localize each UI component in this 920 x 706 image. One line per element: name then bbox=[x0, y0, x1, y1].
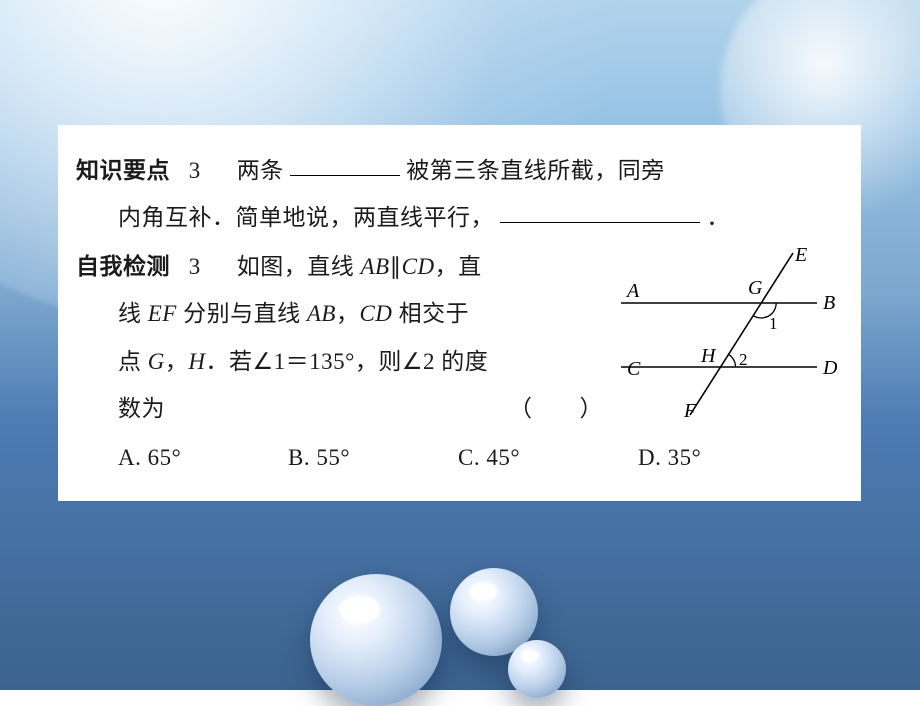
option-row: A. 65° B. 55° C. 45° D. 35° bbox=[76, 434, 837, 481]
knowledge-text-1: 两条 bbox=[237, 158, 284, 183]
selftest-shuwei: 数为 bbox=[118, 385, 509, 432]
svg-text:2: 2 bbox=[739, 350, 748, 369]
knowledge-text-4: ． bbox=[707, 205, 731, 230]
decorative-sphere bbox=[310, 574, 442, 706]
answer-parentheses[interactable]: （ ） bbox=[509, 385, 611, 432]
svg-text:G: G bbox=[748, 277, 763, 299]
fill-blank-2[interactable] bbox=[500, 200, 700, 223]
selftest-line-1: 如图，直线 AB∥CD，直 bbox=[237, 254, 482, 279]
decorative-sphere bbox=[508, 640, 566, 698]
selftest-line-4: 数为 （ ） bbox=[76, 385, 611, 432]
svg-text:1: 1 bbox=[769, 314, 778, 333]
content-card: 知识要点 3 两条 被第三条直线所截，同旁 内角互补．简单地说，两直线平行， ．… bbox=[58, 125, 861, 501]
knowledge-number: 3 bbox=[189, 158, 201, 183]
svg-text:C: C bbox=[627, 358, 641, 380]
knowledge-label: 知识要点 bbox=[76, 158, 170, 183]
svg-text:F: F bbox=[683, 400, 697, 422]
selftest-line-2: 线 EF 分别与直线 AB，CD 相交于 bbox=[76, 290, 611, 337]
svg-text:E: E bbox=[794, 245, 808, 266]
option-a[interactable]: A. 65° bbox=[118, 434, 288, 481]
option-d[interactable]: D. 35° bbox=[638, 434, 701, 481]
knowledge-point-block: 知识要点 3 两条 被第三条直线所截，同旁 bbox=[76, 147, 837, 194]
selftest-block: 自我检测 3 如图，直线 AB∥CD，直 线 EF 分别与直线 AB，CD 相交… bbox=[76, 243, 837, 432]
knowledge-line2: 内角互补．简单地说，两直线平行， ． bbox=[76, 194, 837, 241]
option-b[interactable]: B. 55° bbox=[288, 434, 458, 481]
fill-blank-1[interactable] bbox=[290, 153, 400, 176]
knowledge-text-2: 被第三条直线所截，同旁 bbox=[406, 158, 665, 183]
geometry-diagram: 1 2 A B C D E F G H bbox=[619, 245, 837, 423]
selftest-label: 自我检测 bbox=[76, 254, 170, 279]
svg-text:H: H bbox=[700, 345, 717, 367]
diagram-svg: 1 2 A B C D E F G H bbox=[619, 245, 837, 423]
svg-text:B: B bbox=[823, 292, 836, 314]
option-c[interactable]: C. 45° bbox=[458, 434, 638, 481]
svg-text:D: D bbox=[822, 357, 837, 379]
selftest-line-3: 点 G，H．若∠1＝135°，则∠2 的度 bbox=[76, 338, 611, 385]
selftest-number: 3 bbox=[189, 254, 201, 279]
svg-text:A: A bbox=[625, 280, 640, 302]
knowledge-text-3: 内角互补．简单地说，两直线平行， bbox=[118, 205, 494, 230]
